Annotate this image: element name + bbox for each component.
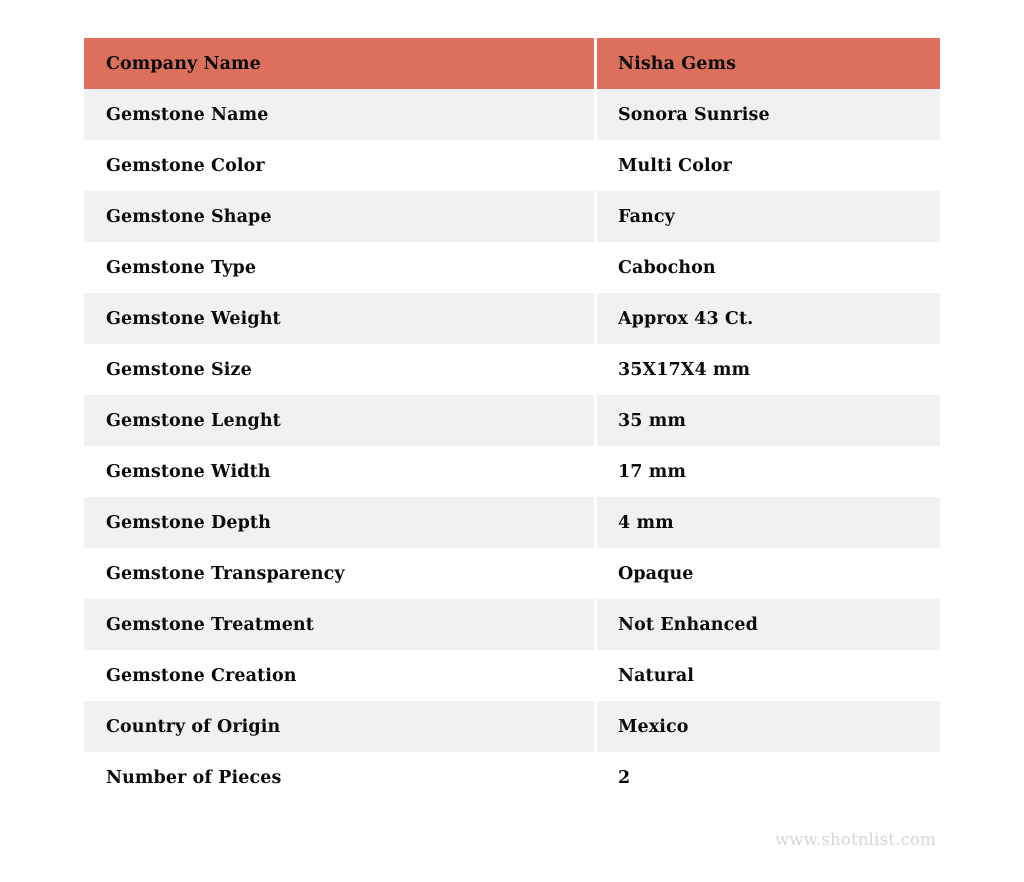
row-value-cell: Natural [597,650,940,701]
row-label-cell: Gemstone Name [84,89,597,140]
table-row: Gemstone Weight Approx 43 Ct. [84,293,940,344]
table-header-row: Company Name Nisha Gems [84,38,940,89]
row-label-cell: Gemstone Color [84,140,597,191]
row-label-cell: Gemstone Creation [84,650,597,701]
row-label-cell: Gemstone Shape [84,191,597,242]
row-value-cell: 4 mm [597,497,940,548]
row-label-cell: Gemstone Treatment [84,599,597,650]
table-row: Gemstone Type Cabochon [84,242,940,293]
header-value-cell: Nisha Gems [597,38,940,89]
table-row: Gemstone Transparency Opaque [84,548,940,599]
row-value-cell: 2 [597,752,940,803]
row-value-cell: Sonora Sunrise [597,89,940,140]
row-label-cell: Gemstone Transparency [84,548,597,599]
row-label-cell: Gemstone Depth [84,497,597,548]
row-value-cell: Cabochon [597,242,940,293]
header-label-cell: Company Name [84,38,597,89]
row-label-cell: Number of Pieces [84,752,597,803]
row-label-cell: Gemstone Lenght [84,395,597,446]
table-body: Company Name Nisha Gems Gemstone Name Son… [84,38,940,803]
table-row: Country of Origin Mexico [84,701,940,752]
row-value-cell: 35 mm [597,395,940,446]
row-label-cell: Gemstone Width [84,446,597,497]
row-value-cell: Opaque [597,548,940,599]
row-label-cell: Gemstone Size [84,344,597,395]
table-row: Gemstone Depth 4 mm [84,497,940,548]
table-row: Gemstone Treatment Not Enhanced [84,599,940,650]
row-value-cell: Not Enhanced [597,599,940,650]
table-row: Gemstone Width 17 mm [84,446,940,497]
row-label-cell: Gemstone Weight [84,293,597,344]
table-row: Gemstone Color Multi Color [84,140,940,191]
table-row: Gemstone Name Sonora Sunrise [84,89,940,140]
row-value-cell: Approx 43 Ct. [597,293,940,344]
table-row: Number of Pieces 2 [84,752,940,803]
row-value-cell: Multi Color [597,140,940,191]
gemstone-spec-table: Company Name Nisha Gems Gemstone Name Son… [84,38,940,803]
row-value-cell: Mexico [597,701,940,752]
table-row: Gemstone Creation Natural [84,650,940,701]
watermark: www.shotnlist.com [774,830,936,849]
table-row: Gemstone Size 35X17X4 mm [84,344,940,395]
row-label-cell: Country of Origin [84,701,597,752]
table-row: Gemstone Lenght 35 mm [84,395,940,446]
table-row: Gemstone Shape Fancy [84,191,940,242]
row-value-cell: 17 mm [597,446,940,497]
row-label-cell: Gemstone Type [84,242,597,293]
row-value-cell: 35X17X4 mm [597,344,940,395]
row-value-cell: Fancy [597,191,940,242]
